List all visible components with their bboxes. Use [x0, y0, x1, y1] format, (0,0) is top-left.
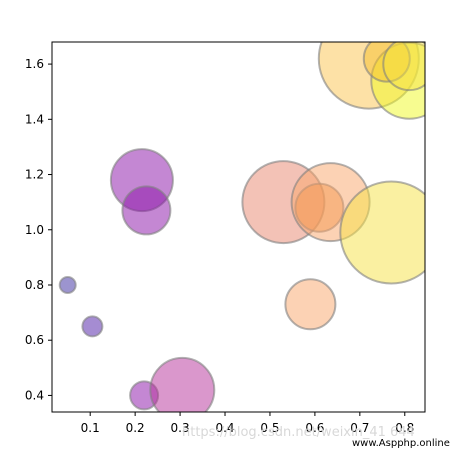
- x-tick-label: 0.2: [126, 421, 145, 435]
- plot-frame: [51, 41, 426, 413]
- scatter-point-5: [121, 185, 172, 236]
- points-layer: [58, 42, 425, 412]
- x-axis: 0.1 0.2 0.3 0.4 0.5 0.6 0.7 0.8: [81, 412, 414, 435]
- scatter-point-1: [58, 276, 77, 294]
- y-tick-label: 1.4: [25, 112, 44, 126]
- y-axis: 0.4 0.6 0.8 1.0 1.2 1.4 1.6: [25, 57, 52, 402]
- x-tick-label: 0.8: [395, 421, 414, 435]
- y-tick-label: 1.2: [25, 168, 44, 182]
- x-tick-label: 0.6: [305, 421, 324, 435]
- y-tick-label: 1.0: [25, 223, 44, 237]
- y-tick-label: 0.4: [25, 388, 44, 402]
- y-tick-label: 0.8: [25, 278, 44, 292]
- y-tick-label: 1.6: [25, 57, 44, 71]
- scatter-point-11: [339, 180, 425, 285]
- scatter-point-15: [382, 42, 425, 92]
- scatter-point-2: [81, 315, 104, 338]
- y-tick-label: 0.6: [25, 333, 44, 347]
- x-tick-label: 0.3: [171, 421, 190, 435]
- scatter-point-10: [284, 278, 337, 331]
- scatter-point-6: [149, 356, 216, 412]
- x-tick-label: 0.4: [215, 421, 234, 435]
- x-tick-label: 0.1: [81, 421, 100, 435]
- watermark-site: www.Aspphp.online: [352, 438, 450, 449]
- x-tick-label: 0.7: [350, 421, 369, 435]
- watermark-url: https://blog.csdn.net/weixin_41 644: [182, 425, 415, 440]
- x-tick-label: 0.5: [260, 421, 279, 435]
